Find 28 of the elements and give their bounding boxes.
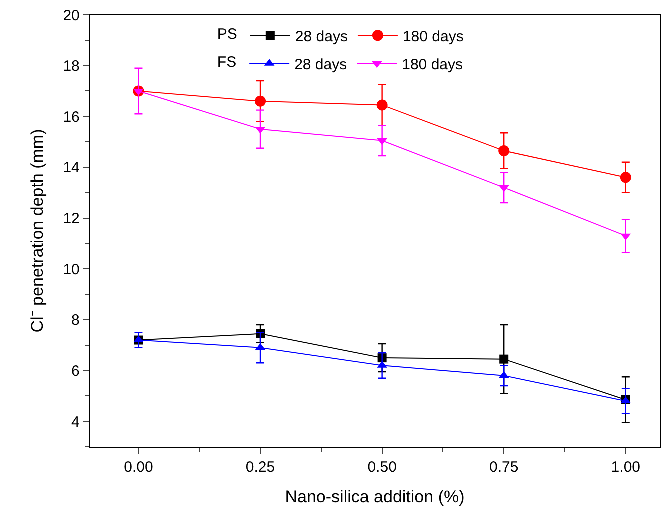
y-tick-label: 12 [63, 210, 80, 228]
legend-label: 180 days [402, 28, 464, 46]
y-axis-title: Cl⁻ penetration depth (mm) [28, 129, 47, 333]
x-tick-label: 0.75 [490, 459, 519, 476]
y-tick-label: 6 [72, 363, 80, 380]
x-tick-label: 0.50 [368, 459, 397, 476]
y-tick-label: 8 [72, 312, 80, 330]
legend-label: 180 days [402, 56, 464, 74]
point [255, 96, 266, 107]
x-tick-label: 1.00 [611, 459, 640, 476]
y-tick-label: 10 [63, 261, 80, 278]
y-tick-label: 20 [63, 7, 80, 24]
x-tick-label: 0.25 [246, 459, 276, 476]
text: PS [217, 26, 238, 43]
point [134, 88, 144, 96]
point [498, 145, 510, 156]
point [500, 354, 509, 364]
text: FS [217, 54, 237, 71]
point [620, 172, 632, 184]
y-tick-label: 16 [63, 108, 80, 126]
legend-label: 28 days [295, 28, 348, 46]
point [376, 100, 388, 111]
y-tick-label: 18 [63, 58, 80, 76]
x-tick-label: 0.00 [124, 459, 154, 476]
y-tick-label: 4 [72, 414, 80, 431]
x-axis-title: Nano-silica addition (%) [285, 488, 465, 506]
legend-label: 28 days [294, 56, 348, 74]
y-tick-label: 14 [63, 160, 80, 177]
